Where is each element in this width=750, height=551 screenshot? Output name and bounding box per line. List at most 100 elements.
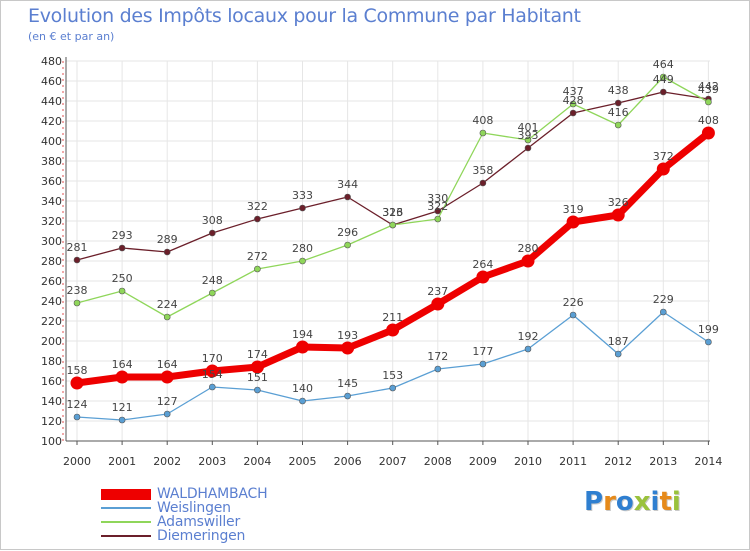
data-label: 333	[292, 189, 313, 202]
legend-item-adamswiller: Adamswiller	[101, 514, 401, 530]
data-label: 281	[67, 241, 88, 254]
data-label: 326	[608, 196, 629, 209]
x-tick-label: 2006	[334, 455, 362, 468]
series-adamswiller	[73, 73, 712, 321]
x-tick-label: 2010	[514, 455, 542, 468]
data-point	[434, 215, 442, 223]
data-point	[389, 384, 397, 392]
data-point	[521, 254, 535, 268]
data-label: 154	[202, 368, 223, 381]
chart-legend: WALDHAMBACH Weislingen Adamswiller Diemerin…	[101, 486, 401, 544]
data-label: 192	[518, 330, 539, 343]
data-label: 319	[563, 203, 584, 216]
data-point	[569, 109, 577, 117]
data-label: 401	[518, 121, 539, 134]
data-label: 164	[112, 358, 133, 371]
logo-letter: t	[659, 487, 672, 517]
data-point	[434, 207, 442, 215]
data-point	[160, 370, 174, 384]
data-point	[524, 144, 532, 152]
data-point	[614, 99, 622, 107]
y-tick-label: 180	[41, 355, 62, 368]
logo-letter: P	[584, 487, 604, 517]
y-tick-label: 160	[41, 375, 62, 388]
data-label: 237	[427, 285, 448, 298]
data-point	[611, 208, 625, 222]
data-point	[389, 221, 397, 229]
data-label: 308	[202, 214, 223, 227]
y-tick-label: 400	[41, 135, 62, 148]
data-label: 172	[427, 350, 448, 363]
y-tick-label: 320	[41, 215, 62, 228]
grid-lines	[66, 60, 710, 442]
logo-letter: r	[603, 487, 616, 517]
data-label: 250	[112, 272, 133, 285]
data-point	[569, 311, 577, 319]
data-label: 322	[247, 200, 268, 213]
data-point	[386, 323, 400, 337]
y-tick-label: 460	[41, 75, 62, 88]
data-label: 408	[698, 114, 719, 127]
y-tick-label: 120	[41, 415, 62, 428]
data-label: 408	[472, 114, 493, 127]
legend-label: Adamswiller	[157, 514, 241, 530]
y-tick-label: 360	[41, 175, 62, 188]
x-tick-label: 2012	[604, 455, 632, 468]
data-label: 372	[653, 150, 674, 163]
x-tick-label: 2014	[694, 455, 722, 468]
data-label: 296	[337, 226, 358, 239]
y-tick-label: 420	[41, 115, 62, 128]
data-label: 127	[157, 395, 178, 408]
data-label: 330	[427, 192, 448, 205]
data-point	[209, 383, 216, 391]
data-point	[209, 229, 216, 237]
logo-letter: x	[633, 487, 651, 517]
data-point	[209, 289, 216, 297]
data-point	[118, 244, 126, 252]
data-label: 248	[202, 274, 223, 287]
x-tick-label: 2004	[243, 455, 271, 468]
logo-letter: o	[615, 487, 634, 517]
data-point	[479, 129, 487, 137]
data-point	[163, 248, 171, 256]
data-label: 177	[472, 345, 493, 358]
chart-title: Evolution des Impôts locaux pour la Comm…	[28, 5, 581, 27]
logo-letter: i	[671, 487, 681, 517]
data-label: 264	[472, 258, 493, 271]
data-label: 293	[112, 229, 133, 242]
y-tick-label: 280	[41, 255, 62, 268]
data-label: 170	[202, 352, 223, 365]
legend-swatch	[101, 535, 151, 537]
x-tick-label: 2005	[289, 455, 317, 468]
data-label: 393	[518, 129, 539, 142]
data-point	[341, 341, 355, 355]
data-point	[434, 365, 442, 373]
data-label: 224	[157, 298, 178, 311]
data-label: 428	[563, 94, 584, 107]
y-tick-label: 380	[41, 155, 62, 168]
data-label: 358	[472, 164, 493, 177]
data-point	[344, 392, 351, 400]
proxiti-logo: Proxiti	[584, 487, 681, 517]
data-label: 226	[563, 296, 584, 309]
data-point	[163, 313, 171, 321]
data-label: 199	[698, 323, 719, 336]
y-tick-label: 340	[41, 195, 62, 208]
x-tick-label: 2002	[153, 455, 181, 468]
data-label: 316	[382, 206, 403, 219]
legend-label: WALDHAMBACH	[157, 486, 268, 502]
data-point	[73, 299, 81, 307]
data-point	[73, 256, 81, 264]
legend-item-diemeringen: Diemeringen	[101, 528, 401, 544]
data-label: 238	[67, 284, 88, 297]
data-point	[254, 265, 261, 273]
data-label: 229	[653, 293, 674, 306]
data-point	[614, 350, 622, 358]
y-tick-label: 300	[41, 235, 62, 248]
data-label: 140	[292, 382, 313, 395]
data-label: 442	[698, 80, 719, 93]
data-point	[163, 410, 171, 418]
x-tick-label: 2007	[379, 455, 407, 468]
data-label: 158	[67, 364, 88, 377]
